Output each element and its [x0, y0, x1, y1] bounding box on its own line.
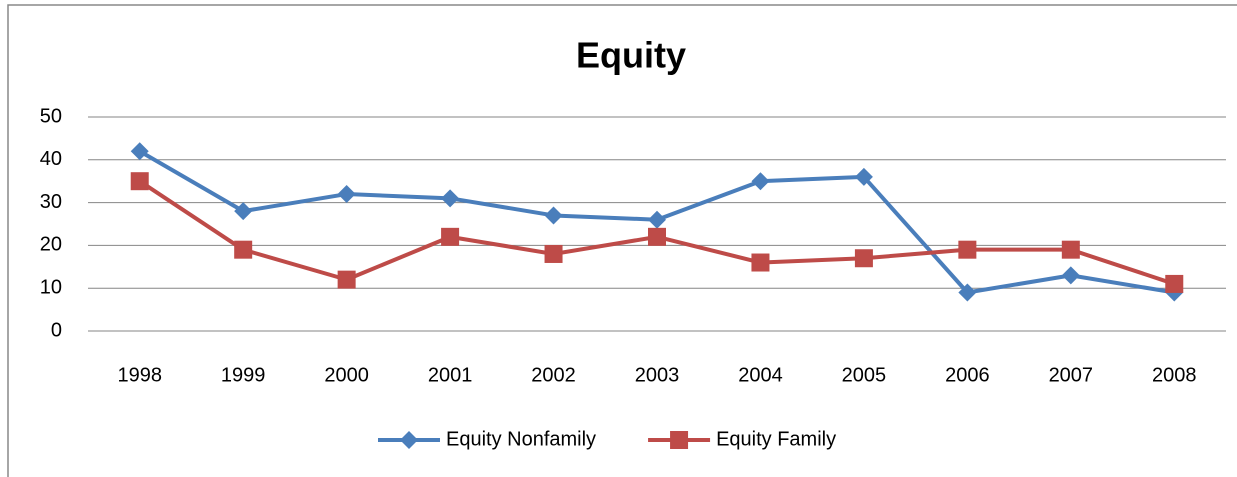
legend-label: Equity Family [716, 428, 836, 450]
y-tick-label: 0 [51, 319, 62, 341]
line-marker [441, 227, 460, 246]
line-marker [544, 244, 563, 263]
line-marker [130, 172, 149, 191]
y-tick-label: 20 [40, 234, 62, 256]
chart-frame [7, 4, 1237, 477]
line-marker [648, 227, 666, 246]
x-tick-label: 2005 [842, 364, 887, 386]
line-marker [1061, 266, 1080, 285]
y-tick-label: 10 [40, 276, 62, 298]
line-marker [670, 431, 689, 449]
x-tick-label: 2004 [738, 364, 783, 386]
line-marker [854, 249, 873, 268]
legend-label: Equity Nonfamily [446, 428, 596, 450]
line-marker [441, 189, 460, 208]
line-marker [648, 210, 666, 229]
x-tick-label: 2008 [1152, 364, 1197, 386]
line-marker [958, 240, 977, 259]
line-marker [854, 167, 873, 186]
x-tick-label: 2007 [1049, 364, 1094, 386]
line-marker [337, 270, 356, 289]
line-marker [234, 240, 253, 259]
x-tick-label: 2006 [945, 364, 990, 386]
x-tick-label: 2001 [428, 364, 473, 386]
chart-title: Equity [576, 35, 686, 76]
line-marker [751, 253, 770, 272]
line-marker [234, 202, 253, 221]
line-marker [544, 206, 563, 225]
line-marker [1165, 274, 1184, 293]
y-tick-label: 30 [40, 191, 62, 213]
line-marker [337, 185, 356, 204]
line-marker [1061, 240, 1080, 259]
x-tick-label: 2000 [324, 364, 369, 386]
line-marker [958, 283, 977, 302]
line-marker [751, 172, 770, 191]
y-tick-label: 40 [40, 148, 62, 170]
x-tick-label: 2003 [635, 364, 680, 386]
y-tick-label: 50 [40, 105, 62, 127]
line-marker [130, 142, 149, 161]
x-tick-label: 1998 [117, 364, 162, 386]
line-marker [400, 431, 418, 449]
x-tick-label: 1999 [221, 364, 266, 386]
x-tick-label: 2002 [531, 364, 576, 386]
